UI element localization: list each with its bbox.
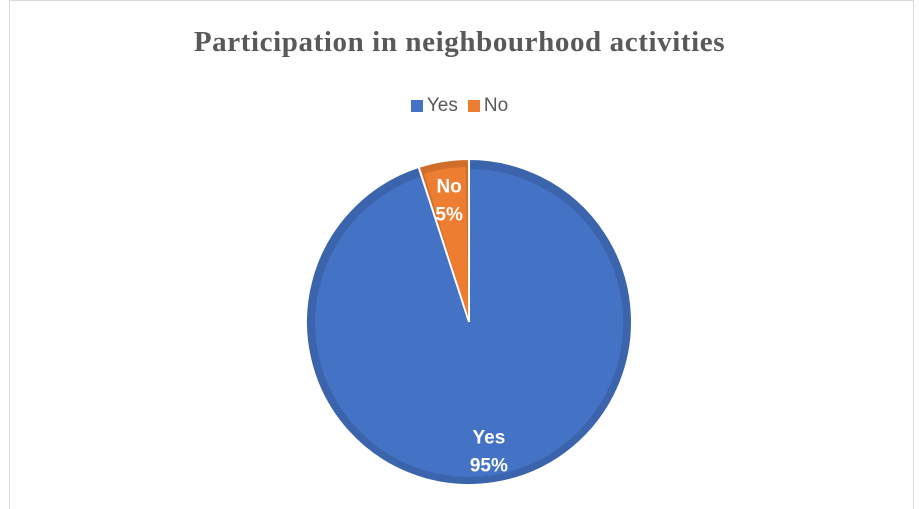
- pie-slice-face-no: [424, 167, 469, 318]
- data-label-category-yes: Yes: [473, 428, 506, 449]
- data-label-value-no: 5%: [435, 204, 463, 225]
- legend-item-no: No: [467, 95, 509, 117]
- legend-label-no: No: [483, 95, 509, 116]
- pie-slices: [305, 157, 633, 486]
- legend-item-yes: Yes: [410, 95, 458, 117]
- data-label-category-no: No: [436, 176, 461, 197]
- chart-legend: Yes No: [0, 95, 919, 117]
- pie-data-labels: Yes 95% No 5%: [435, 176, 508, 476]
- chart-title: Participation in neighbourhood activitie…: [193, 26, 726, 58]
- pie-slice-face-yes: [315, 168, 624, 477]
- legend-swatch-yes: [410, 100, 423, 112]
- legend-swatch-no: [467, 100, 480, 112]
- data-label-value-yes: 95%: [470, 456, 508, 477]
- legend-label-yes: Yes: [426, 95, 458, 116]
